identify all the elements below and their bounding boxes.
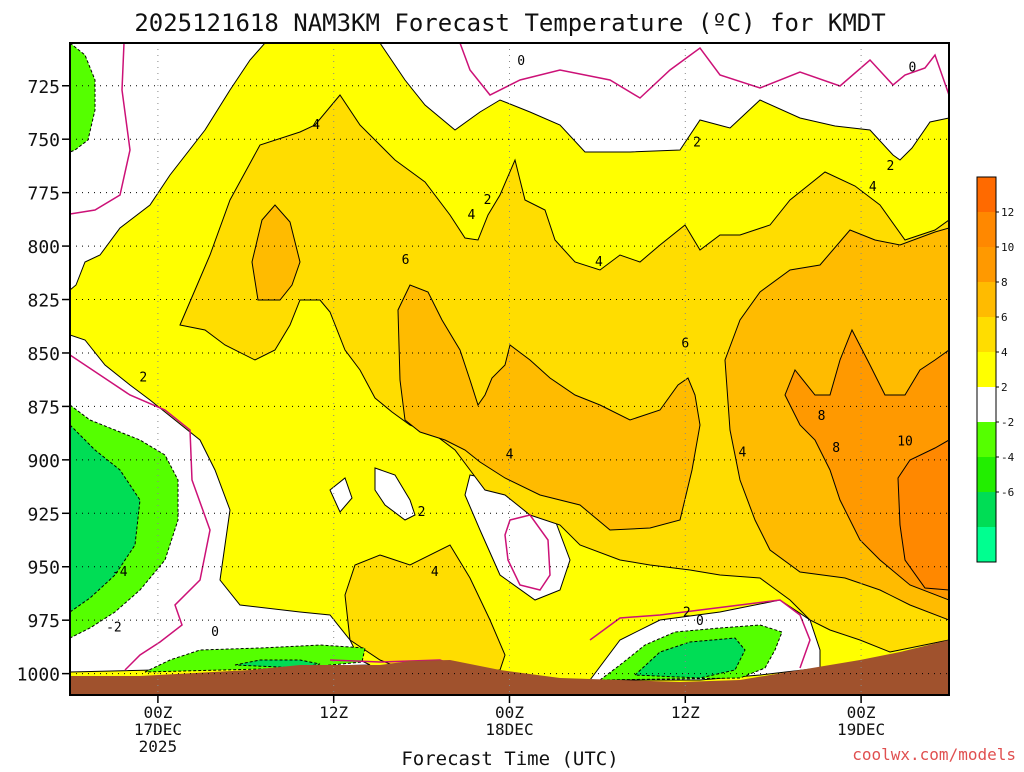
y-tick-label: 925 (27, 504, 60, 525)
contour-label: -4 (112, 565, 128, 580)
x-tick-label: 2025 (139, 737, 178, 756)
band-neg4-neg6-se (633, 637, 746, 679)
contour-label: 4 (595, 255, 603, 270)
colorbar: -6 -4 -2 2 4 6 8 10 12 (976, 176, 1015, 563)
colorbar-frame (976, 176, 997, 563)
y-tick-label: 775 (27, 184, 60, 205)
contour-label: 2 (693, 135, 701, 150)
y-tick-label: 1000 (17, 665, 60, 686)
band-neg4-neg6-sw (70, 424, 141, 613)
y-tick-label: 975 (27, 611, 60, 632)
x-axis-label: Forecast Time (UTC) (401, 748, 618, 768)
contour-label: -2 (106, 621, 122, 636)
x-tick-label: 00Z (495, 703, 524, 722)
terrain (70, 640, 949, 695)
band-0-2-pocket-3 (374, 467, 416, 521)
contour-label: 4 (431, 565, 439, 580)
colorbar-tick-label: 12 (1001, 206, 1014, 219)
chart-title: 2025121618 NAM3KM Forecast Temperature (… (134, 9, 885, 37)
y-tick-label: 875 (27, 397, 60, 418)
colorbar-segment (977, 352, 996, 387)
colorbar-segment (977, 492, 996, 527)
contour-label: 6 (681, 336, 689, 351)
colorbar-segment (977, 177, 996, 212)
colorbar-segment (977, 247, 996, 282)
x-tick-label: 17DEC (134, 720, 182, 739)
contour-label: 10 (897, 435, 913, 450)
contour-label: 0 (211, 625, 219, 640)
band-0-2-upper (70, 43, 949, 291)
y-tick-label: 900 (27, 451, 60, 472)
y-axis: 725 750 775 800 825 850 875 900 925 950 975 1000 (17, 77, 70, 686)
colorbar-segment (977, 387, 996, 422)
colorbar-tick-label: 2 (1001, 381, 1008, 394)
x-tick-label: 00Z (847, 703, 876, 722)
colorbar-segment (977, 457, 996, 492)
x-tick-label: 18DEC (485, 720, 533, 739)
credit-link[interactable]: coolwx.com/models (852, 745, 1016, 764)
contour-label: 0 (908, 61, 916, 76)
colorbar-segment (977, 422, 996, 457)
colorbar-segment (977, 282, 996, 317)
contour-label: 8 (832, 441, 840, 456)
colorbar-segment (977, 527, 996, 562)
contour-label: 0 (517, 54, 525, 69)
gridlines (70, 43, 949, 695)
y-tick-label: 725 (27, 77, 60, 98)
y-tick-label: 825 (27, 291, 60, 312)
contour-label: 2 (886, 159, 894, 174)
x-tick-label: 12Z (319, 703, 348, 722)
band-6-8-west (251, 204, 301, 301)
x-tick-label: 00Z (143, 703, 172, 722)
band-6-8-mid (397, 284, 701, 531)
contour-label: 2 (484, 193, 492, 208)
colorbar-tick-label: -6 (1001, 486, 1014, 499)
y-tick-label: 850 (27, 344, 60, 365)
y-tick-label: 950 (27, 558, 60, 579)
x-tick-label: 19DEC (837, 720, 885, 739)
contour-label: 4 (506, 447, 514, 462)
contour-label: 2 (139, 370, 147, 385)
y-tick-label: 750 (27, 130, 60, 151)
colorbar-segment (977, 317, 996, 352)
contour-label: 0 (696, 614, 704, 629)
band-10-12 (897, 439, 949, 591)
x-tick-label: 12Z (671, 703, 700, 722)
colorbar-tick-label: 10 (1001, 241, 1014, 254)
band-0-2-pocket-2 (329, 477, 353, 513)
temperature-field (70, 43, 949, 695)
contour-label: 6 (402, 253, 410, 268)
colorbar-tick-label: -4 (1001, 451, 1015, 464)
contour-label: 4 (312, 118, 320, 133)
contour-label: 2 (418, 505, 426, 520)
contour-label: 8 (818, 409, 826, 424)
colorbar-tick-label: -2 (1001, 416, 1014, 429)
contour-label: 4 (739, 445, 747, 460)
colorbar-tick-label: 6 (1001, 311, 1008, 324)
colorbar-tick-label: 4 (1001, 346, 1008, 359)
contour-label: 2 (683, 606, 691, 621)
y-tick-label: 800 (27, 237, 60, 258)
contour-label: 4 (467, 208, 475, 223)
contour-label: 4 (869, 180, 877, 195)
colorbar-segment (977, 212, 996, 247)
colorbar-tick-label: 8 (1001, 276, 1008, 289)
